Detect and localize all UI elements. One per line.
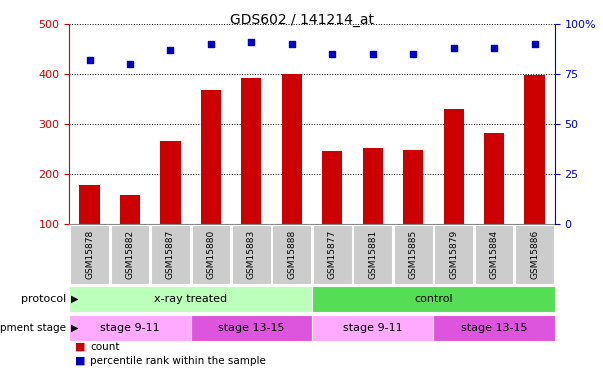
Text: GSM15877: GSM15877 (328, 230, 337, 279)
Bar (525, 75, 545, 273)
Bar (434, 225, 473, 284)
Point (247, 39, 256, 45)
Point (368, 51, 377, 57)
Bar (70, 225, 109, 284)
Bar (434, 315, 555, 341)
Text: x-ray treated: x-ray treated (154, 294, 227, 304)
Bar (241, 78, 262, 273)
Bar (232, 225, 271, 284)
Point (327, 51, 337, 57)
Text: percentile rank within the sample: percentile rank within the sample (90, 356, 267, 366)
Bar (515, 225, 554, 284)
Point (125, 61, 135, 67)
Point (85, 57, 95, 63)
Text: GSM15883: GSM15883 (247, 230, 256, 279)
Bar (484, 133, 504, 273)
Bar (353, 225, 392, 284)
Text: GDS602 / 141214_at: GDS602 / 141214_at (230, 13, 373, 27)
Point (489, 45, 499, 51)
Text: GSM15888: GSM15888 (287, 230, 296, 279)
Text: GSM15879: GSM15879 (449, 230, 458, 279)
Bar (444, 109, 464, 273)
Text: ■: ■ (75, 342, 86, 352)
Bar (362, 148, 383, 273)
Text: GSM15882: GSM15882 (125, 230, 134, 279)
Bar (273, 225, 311, 284)
Text: stage 9-11: stage 9-11 (100, 323, 160, 333)
Text: stage 9-11: stage 9-11 (343, 323, 403, 333)
Bar (312, 315, 434, 341)
Point (449, 45, 458, 51)
Bar (394, 225, 432, 284)
Text: ▶: ▶ (71, 294, 78, 304)
Point (287, 41, 297, 47)
Bar (151, 225, 190, 284)
Text: protocol: protocol (21, 294, 66, 304)
Bar (312, 286, 555, 312)
Point (529, 41, 539, 47)
Text: GSM15884: GSM15884 (490, 230, 499, 279)
Bar (403, 150, 423, 273)
Bar (69, 315, 191, 341)
Text: stage 13-15: stage 13-15 (461, 323, 528, 333)
Bar (160, 141, 180, 273)
Bar (69, 286, 312, 312)
Bar (313, 225, 352, 284)
Text: GSM15878: GSM15878 (85, 230, 94, 279)
Text: ■: ■ (75, 356, 86, 366)
Bar (192, 225, 230, 284)
Bar (475, 225, 514, 284)
Text: control: control (414, 294, 453, 304)
Text: count: count (90, 342, 120, 352)
Point (166, 47, 175, 53)
Bar (120, 195, 140, 273)
Text: GSM15887: GSM15887 (166, 230, 175, 279)
Text: GSM15881: GSM15881 (368, 230, 377, 279)
Text: GSM15880: GSM15880 (206, 230, 215, 279)
Bar (282, 74, 302, 273)
Bar (191, 315, 312, 341)
Bar (110, 225, 150, 284)
Text: GSM15886: GSM15886 (530, 230, 539, 279)
Text: development stage: development stage (0, 323, 66, 333)
Text: ▶: ▶ (71, 323, 78, 333)
Bar (201, 90, 221, 273)
Point (408, 51, 418, 57)
Bar (80, 184, 99, 273)
Bar (322, 152, 343, 273)
Text: stage 13-15: stage 13-15 (218, 323, 285, 333)
Text: GSM15885: GSM15885 (409, 230, 418, 279)
Point (206, 41, 216, 47)
